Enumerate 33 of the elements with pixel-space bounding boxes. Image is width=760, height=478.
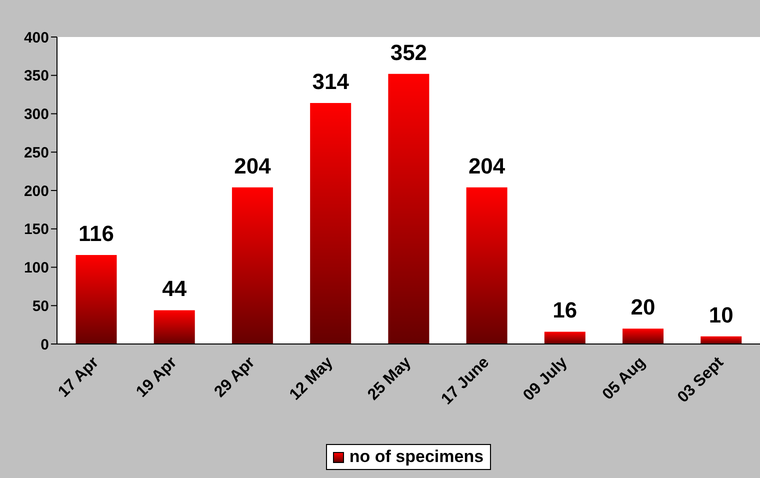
data-label: 116 <box>78 220 114 246</box>
x-tick-label: 29 Apr <box>211 354 258 401</box>
y-tick-label: 300 <box>24 106 49 124</box>
data-label: 16 <box>552 298 578 323</box>
bar <box>154 310 195 344</box>
y-tick-label: 250 <box>24 144 49 162</box>
y-tick-label: 150 <box>24 221 49 238</box>
y-tick-label: 200 <box>24 182 49 200</box>
bar <box>76 254 117 344</box>
y-tick-label: 50 <box>32 298 49 315</box>
bar <box>544 332 586 344</box>
data-label: 204 <box>468 153 506 178</box>
bar <box>700 336 742 344</box>
x-tick-label: 17 Apr <box>55 354 102 401</box>
y-tick-label: 350 <box>24 68 49 85</box>
legend-label: no of specimens <box>348 447 484 467</box>
data-label: 352 <box>390 40 428 65</box>
y-tick-label: 100 <box>24 260 49 277</box>
data-label: 314 <box>312 69 350 94</box>
x-tick-label: 12 May <box>286 354 336 404</box>
y-tick-label: 0 <box>40 336 49 354</box>
data-label: 20 <box>630 294 656 320</box>
y-tick-label: 400 <box>24 29 49 46</box>
x-tick-label: 19 Apr <box>133 354 180 401</box>
x-tick-label: 05 Aug <box>600 354 649 404</box>
bar <box>622 328 664 344</box>
data-label: 204 <box>234 153 272 178</box>
data-label: 10 <box>708 302 734 328</box>
bar <box>388 74 430 344</box>
bar <box>310 103 352 344</box>
bar <box>232 187 273 344</box>
data-label: 44 <box>162 276 188 302</box>
bar <box>466 187 508 344</box>
